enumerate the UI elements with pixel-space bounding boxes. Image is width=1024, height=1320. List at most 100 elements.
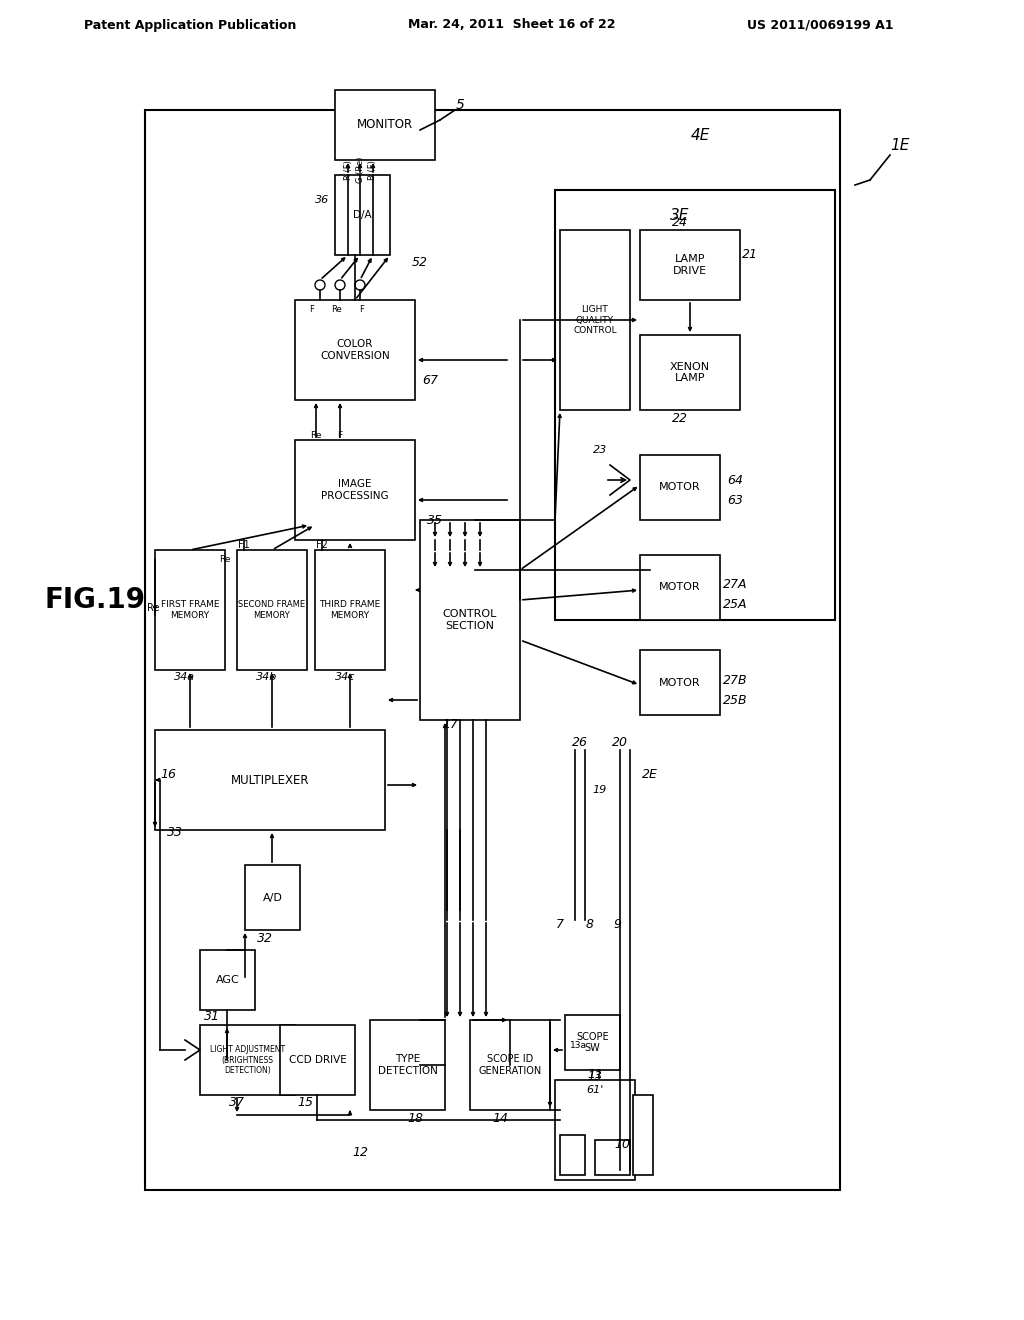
Text: THIRD FRAME
MEMORY: THIRD FRAME MEMORY <box>319 601 381 619</box>
Text: 17: 17 <box>442 718 458 731</box>
Text: 64: 64 <box>727 474 743 487</box>
Text: 11: 11 <box>587 1068 603 1081</box>
Text: SCOPE ID
GENERATION: SCOPE ID GENERATION <box>478 1055 542 1076</box>
FancyBboxPatch shape <box>335 90 435 160</box>
Text: 14: 14 <box>492 1111 508 1125</box>
FancyBboxPatch shape <box>145 110 840 1191</box>
Text: 2E: 2E <box>642 768 658 781</box>
FancyBboxPatch shape <box>155 550 225 671</box>
FancyBboxPatch shape <box>640 455 720 520</box>
Text: 31: 31 <box>204 1011 220 1023</box>
Text: 25B: 25B <box>723 693 748 706</box>
Text: R (F): R (F) <box>343 160 352 180</box>
Text: Mar. 24, 2011  Sheet 16 of 22: Mar. 24, 2011 Sheet 16 of 22 <box>409 18 615 32</box>
Text: FIG.19: FIG.19 <box>44 586 145 614</box>
FancyBboxPatch shape <box>295 300 415 400</box>
Text: Re: Re <box>146 603 160 612</box>
FancyBboxPatch shape <box>560 230 630 411</box>
FancyBboxPatch shape <box>640 554 720 620</box>
Text: Re: Re <box>332 305 342 314</box>
FancyBboxPatch shape <box>237 550 307 671</box>
Text: IMAGE
PROCESSING: IMAGE PROCESSING <box>322 479 389 500</box>
Text: 33: 33 <box>167 825 183 838</box>
Text: F1: F1 <box>239 540 250 550</box>
Text: 19: 19 <box>593 785 607 795</box>
Text: CONTROL
SECTION: CONTROL SECTION <box>442 610 498 631</box>
FancyBboxPatch shape <box>155 730 385 830</box>
Text: XENON
LAMP: XENON LAMP <box>670 362 710 383</box>
FancyBboxPatch shape <box>633 1096 653 1175</box>
FancyBboxPatch shape <box>200 1026 295 1096</box>
Text: 32: 32 <box>257 932 273 945</box>
Text: 3E: 3E <box>671 207 690 223</box>
Text: 13: 13 <box>588 1071 602 1084</box>
FancyBboxPatch shape <box>280 1026 355 1096</box>
FancyBboxPatch shape <box>335 176 390 255</box>
Text: 21: 21 <box>742 248 758 261</box>
Text: A/D: A/D <box>262 892 283 903</box>
Text: TYPE
DETECTION: TYPE DETECTION <box>378 1055 437 1076</box>
Text: FIRST FRAME
MEMORY: FIRST FRAME MEMORY <box>161 601 219 619</box>
Text: SCOPE
SW: SCOPE SW <box>577 1032 609 1053</box>
Text: G (Re): G (Re) <box>355 157 365 183</box>
Text: 26: 26 <box>572 735 588 748</box>
Text: 20: 20 <box>612 735 628 748</box>
Text: 5: 5 <box>456 98 465 112</box>
Text: 12: 12 <box>352 1146 368 1159</box>
Text: MOTOR: MOTOR <box>659 483 700 492</box>
Text: MOTOR: MOTOR <box>659 677 700 688</box>
Text: 16: 16 <box>160 768 176 781</box>
Text: LAMP
DRIVE: LAMP DRIVE <box>673 255 707 276</box>
Text: 36: 36 <box>314 195 329 205</box>
Text: Patent Application Publication: Patent Application Publication <box>84 18 296 32</box>
FancyBboxPatch shape <box>640 335 740 411</box>
Text: 67: 67 <box>422 374 438 387</box>
Text: 34c: 34c <box>335 672 355 682</box>
Text: 34a: 34a <box>174 672 196 682</box>
Text: 13a: 13a <box>570 1040 587 1049</box>
Text: Re: Re <box>219 556 230 565</box>
Text: CCD DRIVE: CCD DRIVE <box>289 1055 346 1065</box>
FancyBboxPatch shape <box>370 1020 445 1110</box>
Text: F: F <box>338 430 343 440</box>
Text: 8: 8 <box>586 919 594 932</box>
Text: 23: 23 <box>593 445 607 455</box>
FancyBboxPatch shape <box>295 440 415 540</box>
Text: AGC: AGC <box>216 975 240 985</box>
FancyBboxPatch shape <box>565 1015 620 1071</box>
FancyBboxPatch shape <box>555 1080 635 1180</box>
Text: MOTOR: MOTOR <box>659 582 700 593</box>
Text: 25A: 25A <box>723 598 748 611</box>
Text: 27A: 27A <box>723 578 748 591</box>
Text: 27B: 27B <box>723 673 748 686</box>
Text: 18: 18 <box>407 1111 423 1125</box>
Text: US 2011/0069199 A1: US 2011/0069199 A1 <box>746 18 893 32</box>
Text: MULTIPLEXER: MULTIPLEXER <box>230 774 309 787</box>
Text: SECOND FRAME
MEMORY: SECOND FRAME MEMORY <box>239 601 305 619</box>
FancyBboxPatch shape <box>640 230 740 300</box>
Text: 22: 22 <box>672 412 688 425</box>
Text: 35: 35 <box>427 513 443 527</box>
FancyBboxPatch shape <box>560 1135 585 1175</box>
Text: COLOR
CONVERSION: COLOR CONVERSION <box>321 339 390 360</box>
Text: 37: 37 <box>229 1096 245 1109</box>
FancyBboxPatch shape <box>245 865 300 931</box>
Text: B (F): B (F) <box>369 160 378 180</box>
Text: 61': 61' <box>587 1085 603 1096</box>
Text: 34b: 34b <box>256 672 278 682</box>
FancyBboxPatch shape <box>200 950 255 1010</box>
Text: 15: 15 <box>297 1096 313 1109</box>
FancyBboxPatch shape <box>420 520 520 719</box>
Text: 4E: 4E <box>690 128 710 143</box>
Text: MONITOR: MONITOR <box>357 119 413 132</box>
FancyBboxPatch shape <box>555 190 835 620</box>
Text: 10: 10 <box>614 1138 630 1151</box>
FancyBboxPatch shape <box>315 550 385 671</box>
FancyBboxPatch shape <box>470 1020 550 1110</box>
Text: 52: 52 <box>412 256 428 268</box>
Text: 9: 9 <box>613 919 621 932</box>
Text: F: F <box>309 305 314 314</box>
Text: LIGHT ADJUSTMENT
(BRIGHTNESS
DETECTION): LIGHT ADJUSTMENT (BRIGHTNESS DETECTION) <box>210 1045 285 1074</box>
Text: 7: 7 <box>556 919 564 932</box>
Text: F2: F2 <box>316 540 328 550</box>
